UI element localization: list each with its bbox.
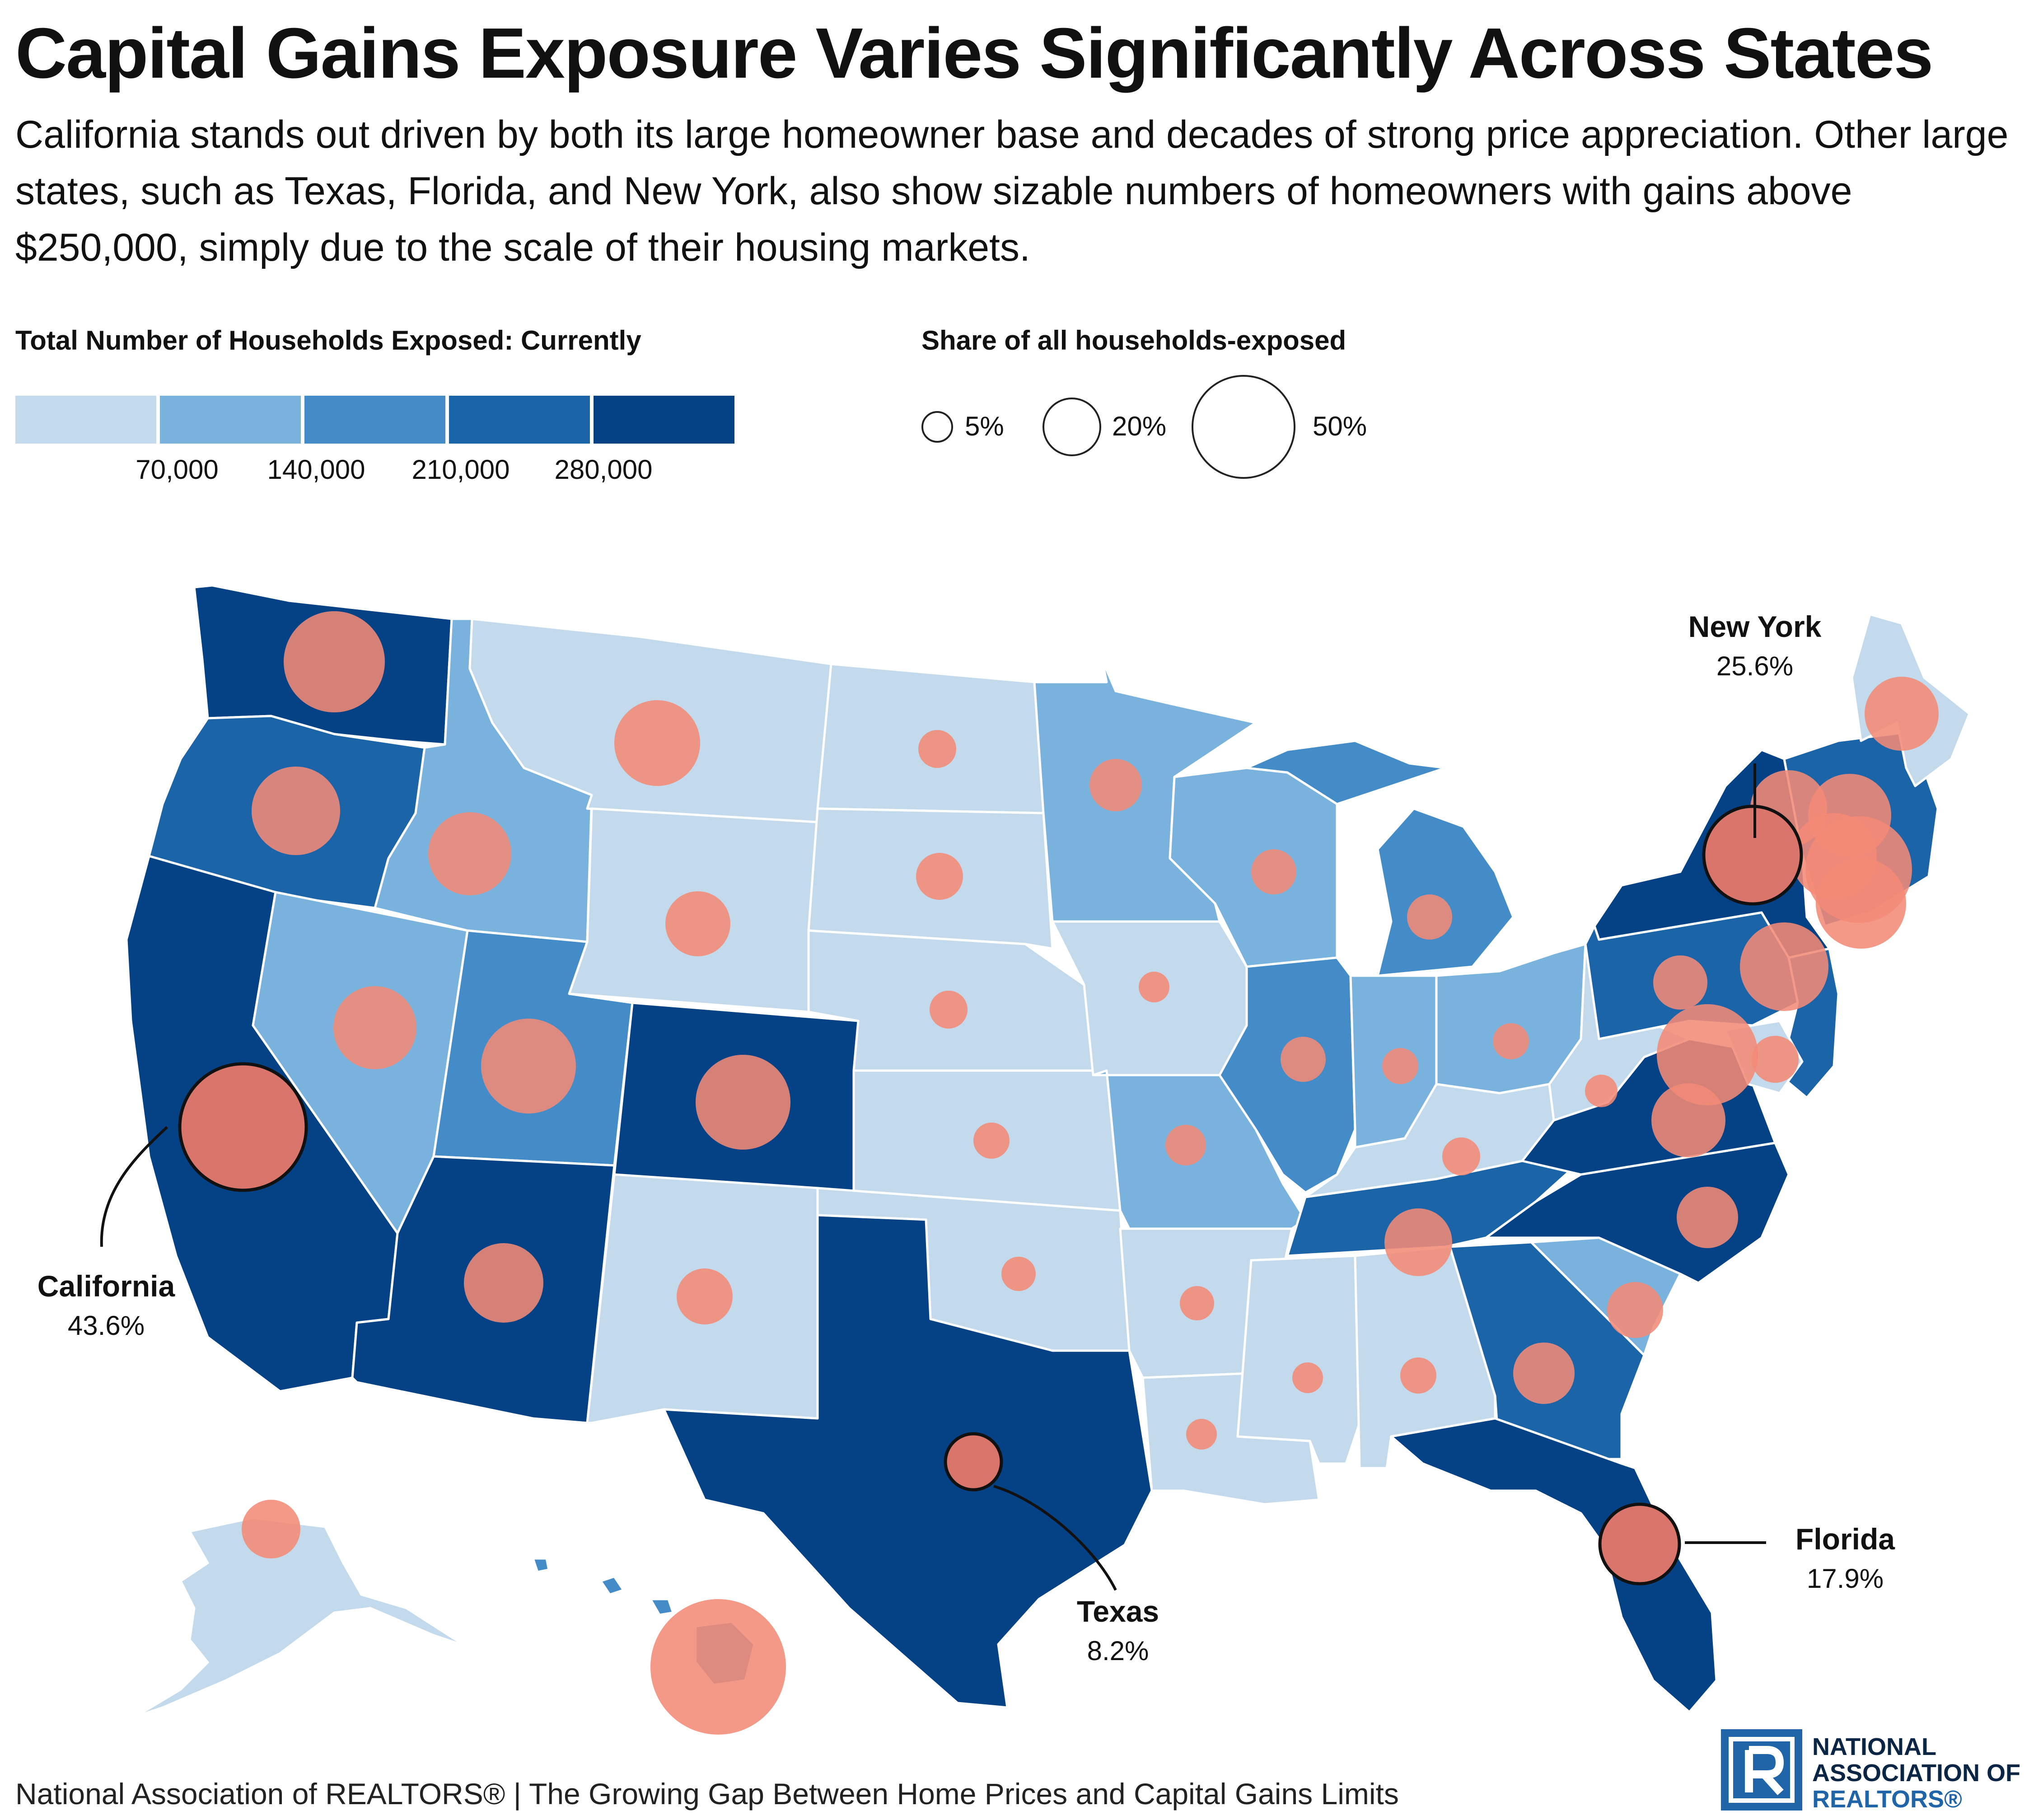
- size-legend-title: Share of all households-exposed: [921, 325, 1346, 356]
- bubble-md: [1657, 1004, 1758, 1105]
- bubble-ct: [1791, 813, 1877, 899]
- bubble-wi: [1251, 849, 1296, 894]
- size-sample-label: 50%: [1313, 411, 1367, 441]
- size-sample-label: 20%: [1112, 411, 1167, 441]
- state-NC: [1485, 1142, 1790, 1284]
- realtor-logo: [1721, 1729, 1802, 1811]
- bubble-id: [428, 812, 511, 895]
- state-TX: [663, 1214, 1153, 1709]
- bubble-al: [1400, 1357, 1436, 1394]
- bubble-tn: [1384, 1208, 1452, 1276]
- realtor-r-icon: [1729, 1737, 1795, 1803]
- bubble-layer: [178, 611, 1939, 1735]
- bubble-mi: [1407, 894, 1452, 940]
- callout-label-california: California: [37, 1269, 176, 1303]
- bubble-ky: [1442, 1137, 1480, 1175]
- bubble-ar: [1180, 1286, 1214, 1320]
- color-swatch-2: [160, 396, 301, 444]
- bubble-highlight-tx: [944, 1432, 1003, 1492]
- logo-line: NATIONAL: [1812, 1733, 1936, 1760]
- color-tick-label: 210,000: [411, 454, 510, 485]
- logo-line: ASSOCIATION OF: [1812, 1759, 2021, 1787]
- state-MS: [1236, 1254, 1361, 1465]
- bubble-ia: [1139, 972, 1169, 1002]
- state-AK: [134, 1516, 489, 1718]
- bubble-il: [1281, 1037, 1326, 1082]
- bubble-mt: [614, 700, 700, 786]
- bubble-wy: [665, 891, 730, 956]
- bubble-ok: [1001, 1257, 1036, 1291]
- color-tick-label: 140,000: [267, 454, 365, 485]
- color-swatch-3: [304, 396, 445, 444]
- bubble-ut: [481, 1019, 576, 1114]
- bubble-co: [696, 1055, 790, 1150]
- state-MI: [1376, 807, 1515, 977]
- chart-title: Capital Gains Exposure Varies Significan…: [15, 14, 1933, 93]
- bubble-highlight-fl: [1598, 1502, 1681, 1586]
- callout-label-texas: Texas: [1077, 1595, 1159, 1628]
- bubble-highlight-ny: [1702, 805, 1803, 906]
- size-sample-label: 5%: [965, 411, 1004, 441]
- bubble-la: [1186, 1419, 1217, 1450]
- bubble-nv: [333, 986, 416, 1069]
- callout-value-texas: 8.2%: [1087, 1636, 1149, 1666]
- callout-label-florida: Florida: [1795, 1522, 1895, 1556]
- bubble-or: [252, 767, 340, 855]
- bubble-wa: [284, 611, 385, 712]
- bubble-mo: [1165, 1125, 1206, 1165]
- bubble-nj: [1740, 922, 1828, 1011]
- logo-line: REALTORS®: [1812, 1786, 1962, 1813]
- realtor-logo-text: NATIONAL ASSOCIATION OF REALTORS®: [1812, 1734, 2020, 1812]
- color-tick-label: 280,000: [554, 454, 653, 485]
- us-map: California 43.6% New York 25.6% Texas 8.…: [37, 584, 1971, 1735]
- bubble-ak: [242, 1500, 300, 1558]
- source-note: National Association of REALTORS® | The …: [15, 1777, 1399, 1811]
- bubble-in: [1382, 1048, 1418, 1084]
- bubble-az: [464, 1243, 543, 1323]
- bubble-ne: [930, 991, 968, 1029]
- bubble-me: [1865, 677, 1939, 751]
- callout-value-california: 43.6%: [68, 1310, 145, 1341]
- size-sample-circle: [1192, 375, 1295, 479]
- bubble-mn: [1089, 759, 1142, 811]
- color-swatch-5: [594, 396, 734, 444]
- bubble-highlight-ca: [178, 1062, 308, 1192]
- bubble-sd: [916, 853, 963, 900]
- callout-leader-california: [100, 1126, 168, 1247]
- state-UPMI: [1245, 739, 1447, 805]
- bubble-nd: [918, 730, 956, 768]
- callout-label-newyork: New York: [1688, 610, 1822, 643]
- bubble-de: [1752, 1036, 1799, 1083]
- bubble-hi: [650, 1599, 786, 1735]
- bubble-ga: [1513, 1343, 1575, 1404]
- color-swatch-4: [449, 396, 590, 444]
- chart-subtitle: California stands out driven by both its…: [15, 113, 2009, 269]
- bubble-ms: [1292, 1362, 1323, 1393]
- color-tick-label: 70,000: [136, 454, 219, 485]
- callout-value-newyork: 25.6%: [1716, 651, 1793, 681]
- state-FL: [1390, 1417, 1718, 1713]
- bubble-pa: [1653, 955, 1707, 1010]
- color-legend-title: Total Number of Households Exposed: Curr…: [15, 325, 641, 356]
- bubble-oh: [1493, 1023, 1529, 1059]
- callout-leader-texas: [993, 1485, 1117, 1591]
- bubble-nm: [677, 1268, 733, 1324]
- bubble-ks: [973, 1123, 1010, 1159]
- size-sample-circle: [1043, 398, 1101, 456]
- bubble-nc: [1677, 1187, 1738, 1248]
- bubble-wv: [1585, 1075, 1618, 1107]
- bubble-sc: [1607, 1282, 1663, 1338]
- color-swatch-1: [15, 396, 156, 444]
- size-sample-circle: [921, 411, 953, 443]
- callout-value-florida: 17.9%: [1807, 1563, 1884, 1594]
